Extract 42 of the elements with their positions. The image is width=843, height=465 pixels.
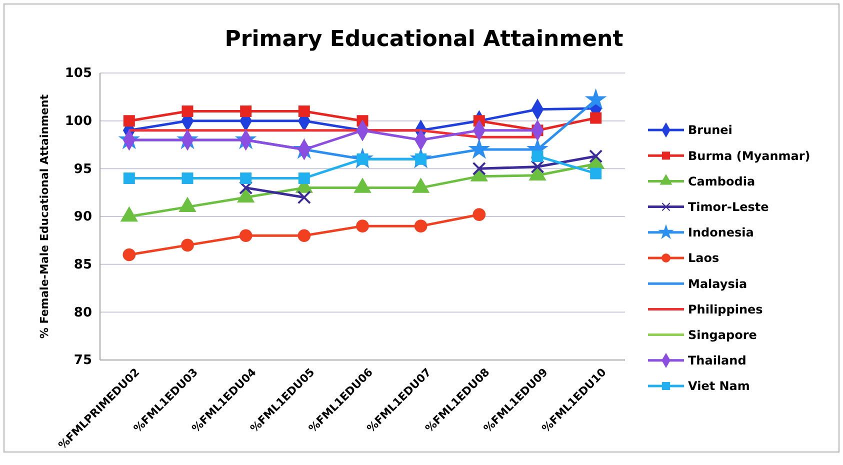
legend-label: Singapore — [688, 328, 757, 342]
legend-label: Malaysia — [688, 276, 748, 291]
point — [298, 172, 310, 184]
point — [239, 180, 253, 195]
y-axis-title: % Female-Male Educational Attainment — [38, 94, 51, 339]
point — [298, 229, 311, 242]
point — [181, 238, 194, 252]
point — [122, 248, 136, 262]
y-tick-label: 95 — [74, 162, 92, 177]
point — [297, 190, 311, 204]
y-tick-label: 75 — [74, 353, 92, 368]
point — [182, 106, 194, 118]
point — [472, 208, 486, 221]
legend-label: Viet Nam — [688, 379, 750, 394]
y-tick-label: 100 — [64, 114, 92, 129]
point — [123, 115, 135, 127]
y-tick-label: 90 — [74, 210, 92, 225]
point — [532, 150, 544, 162]
point — [182, 172, 194, 184]
point — [469, 139, 490, 158]
point — [298, 106, 310, 118]
legend-label: Brunei — [688, 123, 732, 138]
legend-label: Indonesia — [688, 226, 754, 240]
legend-label: Laos — [688, 251, 720, 266]
y-tick-label: 105 — [64, 66, 92, 82]
point — [590, 112, 602, 124]
legend-label: Thailand — [688, 354, 746, 368]
legend-label: Philippines — [688, 302, 763, 316]
legend-label: Burma (Myanmar) — [688, 148, 810, 163]
point — [240, 106, 252, 118]
legend-label: Cambodia — [688, 174, 756, 188]
point — [239, 229, 252, 242]
point — [240, 172, 252, 184]
y-tick-label: 85 — [74, 257, 92, 272]
point — [590, 168, 602, 180]
point — [356, 220, 369, 232]
point — [123, 172, 135, 184]
point — [414, 220, 428, 232]
point — [586, 89, 606, 108]
chart-title: Primary Educational Attainment — [224, 27, 624, 52]
y-tick-label: 80 — [74, 305, 92, 320]
legend-label: Timor-Leste — [688, 200, 769, 214]
